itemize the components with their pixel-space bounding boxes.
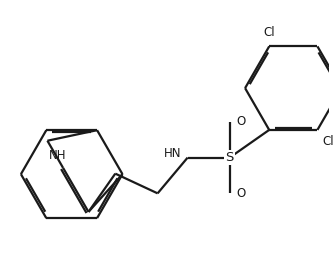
Text: O: O	[237, 115, 246, 128]
Text: NH: NH	[49, 148, 67, 162]
Text: O: O	[237, 187, 246, 200]
Text: Cl: Cl	[322, 135, 334, 148]
Text: Cl: Cl	[263, 26, 275, 39]
Text: HN: HN	[164, 147, 182, 160]
Text: S: S	[225, 151, 234, 164]
